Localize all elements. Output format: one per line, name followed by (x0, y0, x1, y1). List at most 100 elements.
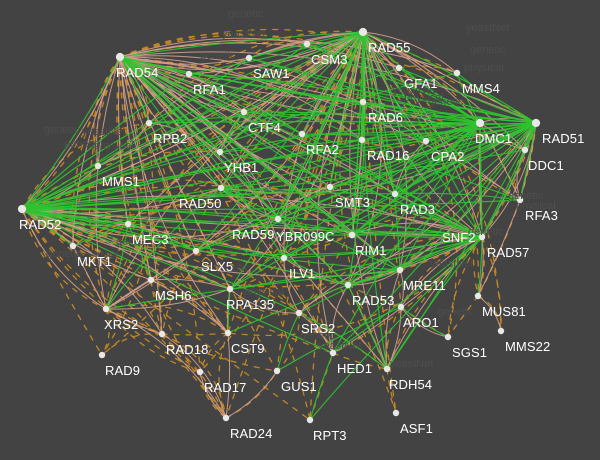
edge-coexpression-green (220, 122, 481, 189)
network-node[interactable] (158, 330, 166, 338)
network-node[interactable] (295, 309, 303, 317)
network-node[interactable] (102, 305, 110, 313)
network-node[interactable] (497, 327, 505, 335)
network-node[interactable] (478, 233, 486, 241)
network-node[interactable] (531, 118, 541, 128)
edge-coexpression-green (347, 269, 401, 286)
network-node[interactable] (475, 118, 485, 128)
network-node[interactable] (185, 70, 193, 78)
edge-coexpression-green (195, 31, 364, 252)
edge-physical-salmon (225, 370, 278, 419)
edge-genetic-orange-dashed (21, 208, 163, 335)
network-node[interactable] (395, 64, 403, 72)
edge-coexpression-green (351, 234, 483, 238)
network-node[interactable] (391, 190, 399, 198)
network-node[interactable] (474, 292, 482, 300)
edge-coexpression-green (21, 208, 129, 225)
edge-coexpression-green (21, 122, 150, 210)
edge-genetic-orange-dashed (93, 56, 121, 167)
network-node[interactable] (392, 409, 400, 417)
edge-physical-salmon (21, 208, 163, 335)
edge-genetic-orange-dashed (21, 208, 401, 288)
edge-coexpression-green (105, 187, 222, 310)
network-node[interactable] (521, 146, 529, 154)
edge-physical-salmon (331, 284, 349, 354)
edge-genetic-orange-dashed (119, 56, 300, 314)
edge-physical-salmon (399, 122, 537, 271)
edge-coexpression-green (21, 140, 427, 210)
edge-coexpression-green (298, 312, 388, 370)
network-node[interactable] (348, 231, 356, 239)
network-node[interactable] (344, 281, 352, 289)
edge-coexpression-green (347, 122, 537, 286)
edge-coexpression-green (362, 31, 483, 238)
network-node[interactable] (273, 367, 281, 375)
network-node[interactable] (98, 351, 106, 359)
edge-coexpression-green (362, 31, 396, 195)
network-node[interactable] (397, 303, 405, 311)
edge-coexpression-green (21, 122, 481, 210)
network-node[interactable] (396, 266, 404, 274)
network-node[interactable] (280, 254, 288, 262)
network-node[interactable] (147, 276, 155, 284)
network-node[interactable] (94, 162, 102, 170)
edge-coexpression-green (119, 56, 353, 236)
network-node[interactable] (124, 220, 132, 228)
edge-coexpression-green (195, 122, 481, 252)
edge-coexpression-green (298, 236, 483, 314)
network-node[interactable] (224, 329, 232, 337)
network-node[interactable] (303, 40, 311, 48)
edge-coexpression-green (219, 151, 483, 238)
network-node[interactable] (358, 136, 366, 144)
edge-coexpression-green (394, 122, 481, 195)
edge-coexpression-green (119, 56, 245, 113)
network-node[interactable] (245, 54, 253, 62)
network-node[interactable] (516, 196, 524, 204)
edge-genetic-orange-dashed (161, 333, 201, 373)
network-node[interactable] (222, 414, 230, 422)
network-node[interactable] (240, 108, 248, 116)
edge-coexpression-green (347, 284, 388, 370)
edge-coexpression-green (394, 140, 427, 195)
edge-physical-salmon (362, 31, 483, 238)
network-node[interactable] (326, 183, 334, 191)
network-node[interactable] (306, 416, 314, 424)
edge-genetic-orange-dashed (339, 31, 388, 370)
edge-genetic-orange-dashed (21, 56, 121, 210)
network-node[interactable] (444, 333, 452, 341)
network-node[interactable] (359, 98, 367, 106)
edge-coexpression-green (362, 31, 388, 370)
edge-physical-salmon (386, 306, 402, 370)
edge-genetic-orange-dashed (276, 31, 364, 372)
edge-coexpression-green (243, 31, 364, 113)
edge-coexpression-green (477, 236, 483, 297)
network-node[interactable] (145, 119, 153, 127)
network-node[interactable] (196, 368, 204, 376)
network-node[interactable] (453, 69, 461, 77)
edge-coexpression-green (329, 31, 364, 188)
edge-coexpression-green (456, 72, 481, 124)
edge-genetic-orange-dashed (150, 279, 229, 334)
coexpression-edges-group (21, 31, 537, 421)
network-node[interactable] (69, 242, 77, 250)
network-node[interactable] (216, 148, 224, 156)
edge-physical-salmon (225, 332, 231, 419)
network-node[interactable] (358, 27, 368, 37)
edge-genetic-orange-dashed (347, 284, 402, 308)
network-node[interactable] (192, 247, 200, 255)
network-node[interactable] (329, 349, 337, 357)
network-node[interactable] (17, 204, 27, 214)
network-node[interactable] (422, 137, 430, 145)
network-node[interactable] (298, 130, 306, 138)
edge-genetic-orange-dashed (301, 133, 363, 143)
edge-genetic-orange-dashed (105, 308, 227, 419)
network-node[interactable] (274, 215, 282, 223)
edge-coexpression-green (456, 72, 537, 124)
network-node[interactable] (226, 285, 234, 293)
edge-coexpression-green (195, 236, 483, 256)
network-node[interactable] (115, 52, 125, 62)
network-node[interactable] (217, 184, 225, 192)
network-node[interactable] (383, 365, 391, 373)
